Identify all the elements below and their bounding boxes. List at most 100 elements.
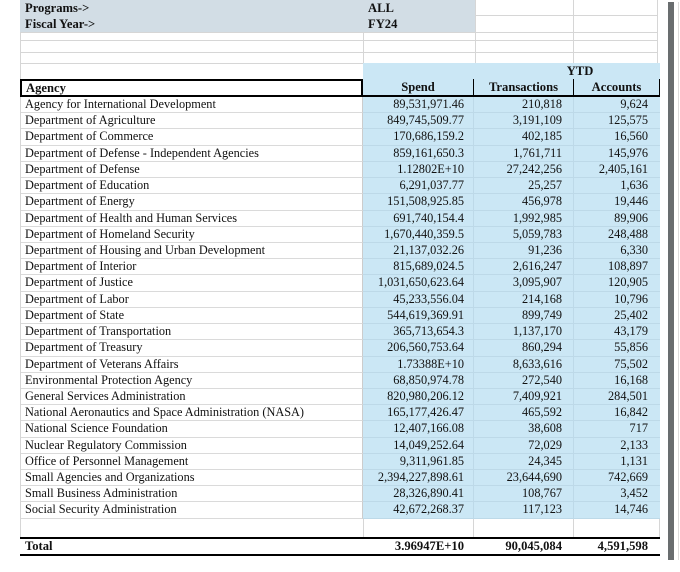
cell-transactions[interactable]: 899,749 [473, 307, 573, 325]
cell-transactions[interactable]: 3,095,907 [473, 275, 573, 292]
cell-transactions[interactable]: 8,633,616 [473, 356, 573, 373]
cell-agency[interactable]: Agency for International Development [20, 97, 363, 114]
cell-accounts[interactable]: 16,560 [573, 129, 660, 146]
cell-agency[interactable]: Department of Agriculture [20, 113, 363, 130]
cell-spend[interactable]: 151,508,925.85 [363, 194, 473, 211]
cell-accounts[interactable]: 75,502 [573, 356, 660, 373]
cell-transactions[interactable]: 210,818 [473, 97, 573, 114]
cell-accounts[interactable]: 248,488 [573, 226, 660, 243]
column-header-transactions[interactable]: Transactions [473, 79, 573, 95]
cell-transactions[interactable]: 465,592 [473, 405, 573, 422]
cell-spend[interactable]: 45,233,556.04 [363, 291, 473, 308]
cell-spend[interactable]: 859,161,650.3 [363, 145, 473, 162]
cell-spend[interactable]: 21,137,032.26 [363, 242, 473, 260]
cell-spend[interactable]: 42,672,268.37 [363, 502, 473, 519]
cell-agency[interactable]: Department of Labor [20, 291, 363, 308]
cell-agency[interactable]: Department of Interior [20, 259, 363, 276]
cell-spend[interactable]: 9,311,961.85 [363, 453, 473, 471]
cell-accounts[interactable]: 108,897 [573, 259, 660, 276]
cell-spend[interactable]: 170,686,159.2 [363, 129, 473, 146]
cell-spend[interactable]: 6,291,037.77 [363, 178, 473, 195]
cell-transactions[interactable]: 456,978 [473, 194, 573, 211]
cell-spend[interactable]: 28,326,890.41 [363, 486, 473, 503]
cell-spend[interactable]: 14,049,252.64 [363, 437, 473, 454]
cell-spend[interactable]: 165,177,426.47 [363, 405, 473, 422]
cell-agency[interactable]: Department of Homeland Security [20, 226, 363, 243]
cell-accounts[interactable]: 89,906 [573, 210, 660, 227]
cell-transactions[interactable]: 2,616,247 [473, 259, 573, 276]
cell-spend[interactable]: 815,689,024.5 [363, 259, 473, 276]
cell-agency[interactable]: Department of State [20, 307, 363, 325]
cell-transactions[interactable]: 1,137,170 [473, 324, 573, 341]
cell-accounts[interactable]: 1,636 [573, 178, 660, 195]
cell-spend[interactable]: 365,713,654.3 [363, 324, 473, 341]
cell-agency[interactable]: Environmental Protection Agency [20, 372, 363, 389]
cell-transactions[interactable]: 7,409,921 [473, 388, 573, 406]
cell-accounts[interactable]: 742,669 [573, 470, 660, 487]
cell-transactions[interactable]: 91,236 [473, 242, 573, 260]
cell-accounts[interactable]: 3,452 [573, 486, 660, 503]
cell-agency[interactable]: Department of Defense - Independent Agen… [20, 145, 363, 162]
cell-spend[interactable]: 1.12802E+10 [363, 161, 473, 179]
cell-transactions[interactable]: 402,185 [473, 129, 573, 146]
cell-accounts[interactable]: 120,905 [573, 275, 660, 292]
cell-agency[interactable]: Department of Health and Human Services [20, 210, 363, 227]
cell-accounts[interactable]: 1,131 [573, 453, 660, 471]
cell-spend[interactable]: 1,031,650,623.64 [363, 275, 473, 292]
cell-transactions[interactable]: 272,540 [473, 372, 573, 389]
cell-transactions[interactable]: 38,608 [473, 421, 573, 438]
cell-accounts[interactable]: 55,856 [573, 340, 660, 357]
cell-accounts[interactable]: 284,501 [573, 388, 660, 406]
cell-transactions[interactable]: 3,191,109 [473, 113, 573, 130]
cell-agency[interactable]: National Science Foundation [20, 421, 363, 438]
cell-transactions[interactable]: 1,761,711 [473, 145, 573, 162]
cell-agency[interactable]: General Services Administration [20, 388, 363, 406]
cell-spend[interactable]: 849,745,509.77 [363, 113, 473, 130]
cell-spend[interactable]: 12,407,166.08 [363, 421, 473, 438]
cell-agency[interactable]: Social Security Administration [20, 502, 363, 519]
cell-transactions[interactable]: 24,345 [473, 453, 573, 471]
cell-spend[interactable]: 2,394,227,898.61 [363, 470, 473, 487]
cell-accounts[interactable]: 6,330 [573, 242, 660, 260]
cell-agency[interactable]: Department of Justice [20, 275, 363, 292]
cell-accounts[interactable]: 10,796 [573, 291, 660, 308]
cell-spend[interactable]: 544,619,369.91 [363, 307, 473, 325]
column-header-spend[interactable]: Spend [401, 80, 435, 94]
cell-transactions[interactable]: 27,242,256 [473, 161, 573, 179]
programs-value-cell[interactable]: ALL [368, 1, 394, 15]
cell-agency[interactable]: Department of Energy [20, 194, 363, 211]
cell-spend[interactable]: 691,740,154.4 [363, 210, 473, 227]
cell-transactions[interactable]: 214,168 [473, 291, 573, 308]
cell-spend[interactable]: 1,670,440,359.5 [363, 226, 473, 243]
cell-agency[interactable]: Department of Treasury [20, 340, 363, 357]
cell-agency[interactable]: Department of Education [20, 178, 363, 195]
cell-agency[interactable]: Office of Personnel Management [20, 453, 363, 471]
cell-accounts[interactable]: 2,133 [573, 437, 660, 454]
cell-transactions[interactable]: 117,123 [473, 502, 573, 519]
cell-accounts[interactable]: 16,168 [573, 372, 660, 389]
cell-transactions[interactable]: 72,029 [473, 437, 573, 454]
total-transactions-cell[interactable]: 90,045,084 [505, 539, 562, 553]
fiscal-year-value-cell[interactable]: FY24 [368, 17, 398, 31]
cell-accounts[interactable]: 125,575 [573, 113, 660, 130]
cell-spend[interactable]: 206,560,753.64 [363, 340, 473, 357]
cell-spend[interactable]: 89,531,971.46 [363, 97, 473, 114]
cell-transactions[interactable]: 1,992,985 [473, 210, 573, 227]
cell-transactions[interactable]: 23,644,690 [473, 470, 573, 487]
cell-spend[interactable]: 1.73388E+10 [363, 356, 473, 373]
total-spend-cell[interactable]: 3.96947E+10 [394, 539, 464, 553]
cell-accounts[interactable]: 2,405,161 [573, 161, 660, 179]
cell-accounts[interactable]: 145,976 [573, 145, 660, 162]
cell-agency[interactable]: Small Agencies and Organizations [20, 470, 363, 487]
cell-agency[interactable]: Department of Veterans Affairs [20, 356, 363, 373]
cell-agency[interactable]: Department of Commerce [20, 129, 363, 146]
cell-agency[interactable]: Department of Defense [20, 161, 363, 179]
total-accounts-cell[interactable]: 4,591,598 [597, 539, 648, 553]
cell-agency[interactable]: Department of Transportation [20, 324, 363, 341]
cell-accounts[interactable]: 14,746 [573, 502, 660, 519]
column-header-accounts[interactable]: Accounts [573, 79, 660, 95]
cell-accounts[interactable]: 43,179 [573, 324, 660, 341]
cell-transactions[interactable]: 25,257 [473, 178, 573, 195]
cell-accounts[interactable]: 717 [573, 421, 660, 438]
cell-agency[interactable]: Nuclear Regulatory Commission [20, 437, 363, 454]
